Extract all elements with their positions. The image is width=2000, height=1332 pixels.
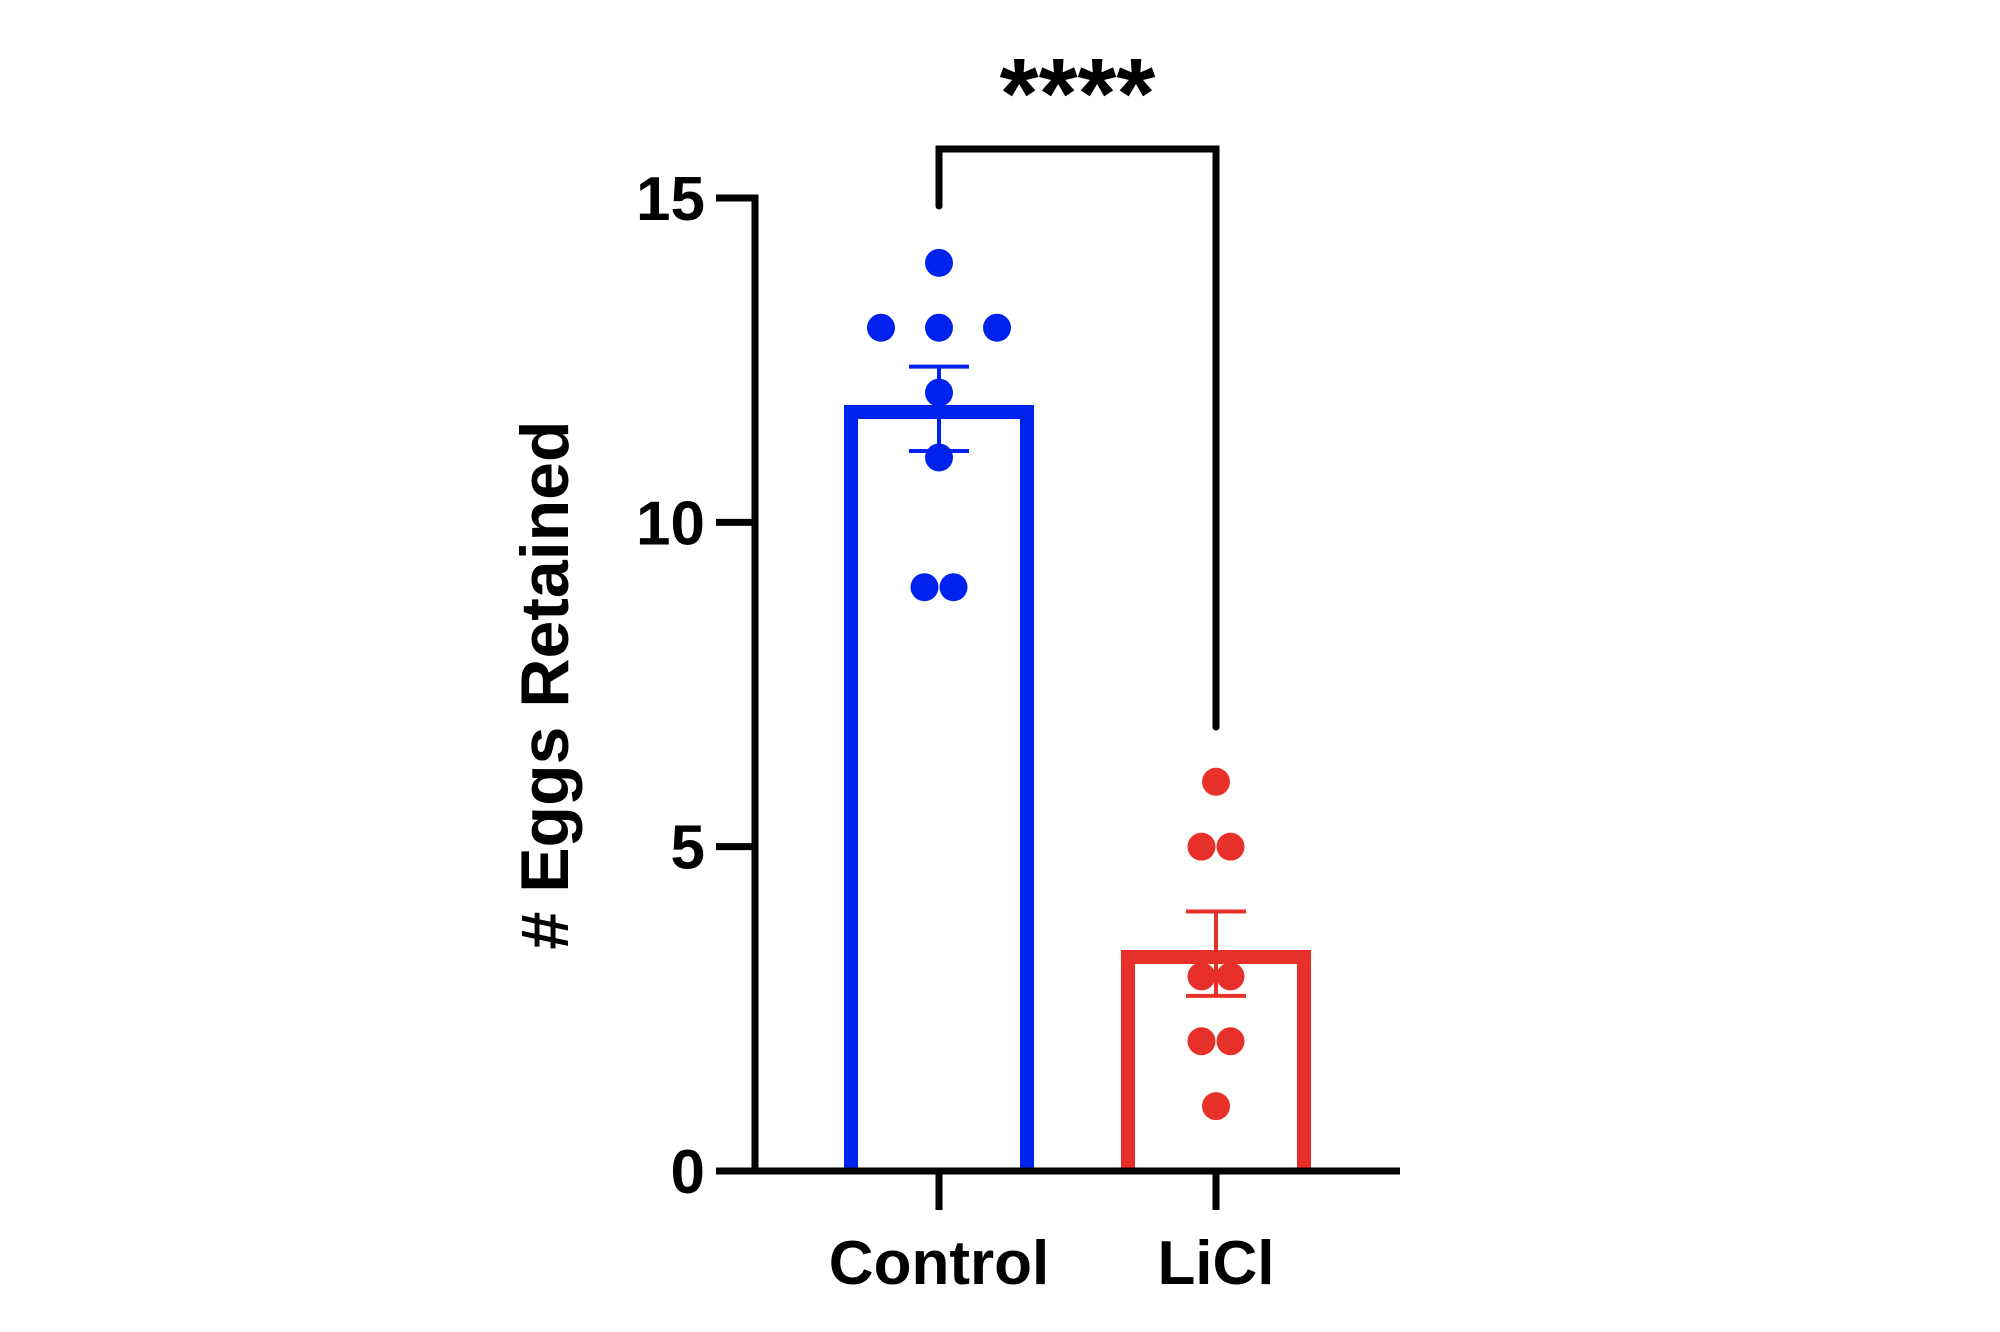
y-tick-label: 0	[671, 1138, 705, 1207]
significance-bracket	[935, 145, 1220, 731]
y-axis-label: # Eggs Retained	[507, 420, 583, 949]
data-point-control	[925, 443, 953, 472]
y-ticks-layer: 0 5 10 15	[636, 165, 755, 1207]
data-point-licl	[1187, 1027, 1216, 1056]
significance-label: ****	[1000, 38, 1156, 150]
bar-control	[844, 405, 1034, 1171]
data-point-control	[925, 378, 953, 407]
data-point-licl	[1202, 767, 1230, 796]
data-point-licl	[1187, 832, 1216, 861]
error-bars-layer	[909, 364, 1246, 998]
data-point-licl	[1216, 1027, 1245, 1056]
data-point-licl	[1187, 962, 1216, 991]
x-ticks-layer: Control LiCl	[829, 1171, 1275, 1298]
data-point-control	[867, 313, 895, 342]
data-point-control	[925, 248, 953, 277]
axes-layer	[716, 194, 1400, 1175]
error-bar-licl	[1186, 909, 1246, 998]
significance-layer: ****	[935, 38, 1220, 731]
y-tick-label: 10	[636, 489, 705, 558]
data-point-control	[939, 573, 968, 602]
data-point-licl	[1216, 832, 1245, 861]
data-point-licl	[1216, 962, 1245, 991]
x-tick-label: LiCl	[1157, 1229, 1274, 1298]
y-tick-label: 5	[671, 814, 705, 883]
data-point-control	[983, 313, 1011, 342]
data-point-control	[910, 573, 939, 602]
points-layer	[867, 248, 1245, 1121]
y-tick-label: 15	[636, 165, 705, 234]
data-point-control	[925, 313, 953, 342]
x-tick-label: Control	[829, 1229, 1049, 1298]
data-point-licl	[1202, 1092, 1230, 1121]
bars-layer	[844, 405, 1311, 1171]
